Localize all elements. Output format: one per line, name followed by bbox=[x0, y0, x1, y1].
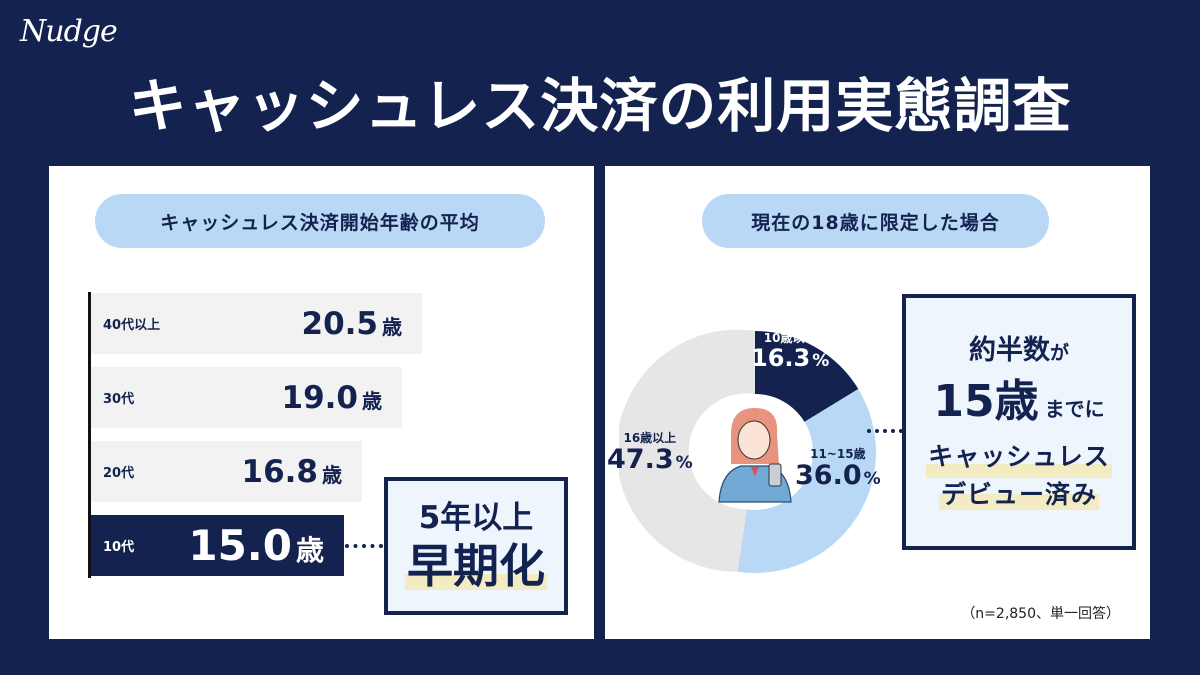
donut-segment-11-15 bbox=[737, 389, 876, 573]
segment-label-10-under: 10歳以下 16.3% bbox=[751, 331, 830, 373]
highlighter-mark bbox=[926, 463, 1112, 478]
sample-size-note: （n=2,850、単一回答） bbox=[961, 606, 1120, 622]
bar-value: 20.5 歳 bbox=[301, 305, 403, 342]
bar-label: 30代 bbox=[103, 392, 135, 407]
donut-segment-16-plus bbox=[619, 329, 755, 572]
bar-label: 40代以上 bbox=[103, 318, 161, 333]
bar-20s: 20代 16.8 歳 bbox=[91, 441, 362, 502]
bar-value: 19.0 歳 bbox=[281, 379, 383, 416]
bar-40s-plus: 40代以上 20.5 歳 bbox=[91, 293, 422, 354]
segment-label-16-plus: 16歳以上 47.3% bbox=[607, 431, 693, 476]
bar-value: 15.0 歳 bbox=[188, 521, 324, 570]
average-age-panel: キャッシュレス決済開始年齢の平均 40代以上 20.5 歳 30代 19.0 歳 2… bbox=[49, 166, 594, 639]
dotted-connector bbox=[867, 429, 903, 433]
bar-label: 10代 bbox=[103, 540, 135, 555]
segment-label-11-15: 11~15歳 36.0% bbox=[795, 447, 881, 492]
bar-label: 20代 bbox=[103, 466, 135, 481]
donut-chart bbox=[619, 329, 876, 573]
callout-row2: 15歳 までに bbox=[933, 375, 1105, 427]
highlighter-mark bbox=[938, 493, 1099, 510]
page-title: キャッシュレス決済の利用実態調査 bbox=[128, 72, 1072, 140]
average-age-title: キャッシュレス決済開始年齢の平均 bbox=[95, 194, 545, 248]
donut-segment-10-under bbox=[755, 331, 859, 422]
half-by-15-callout: 約半数が 15歳 までに キャッシュレス デビュー済み bbox=[902, 294, 1136, 550]
dotted-connector bbox=[345, 544, 383, 548]
callout-row1: 約半数が bbox=[968, 334, 1069, 366]
bar-value: 16.8 歳 bbox=[241, 453, 343, 490]
earlier-adoption-callout: 5年以上 早期化 bbox=[384, 477, 568, 615]
bar-30s: 30代 19.0 歳 bbox=[91, 367, 402, 428]
callout-row4: デビュー済み bbox=[938, 479, 1099, 510]
callout-line1: 5年以上 bbox=[418, 500, 534, 536]
age-18-panel: 現在の18歳に限定した場合 10歳以下 16.3% 11~15歳 36.0% 1… bbox=[605, 166, 1150, 639]
highlighter-mark bbox=[405, 574, 547, 590]
bar-10s-highlighted: 10代 15.0 歳 bbox=[91, 515, 344, 576]
student-with-phone-illustration bbox=[718, 408, 792, 503]
callout-line2: 早期化 bbox=[405, 539, 547, 593]
callout-row3: キャッシュレス bbox=[926, 438, 1112, 478]
nudge-logo: Nudge bbox=[20, 14, 118, 49]
bar-axis-line bbox=[88, 292, 91, 578]
age-18-title: 現在の18歳に限定した場合 bbox=[702, 194, 1049, 248]
